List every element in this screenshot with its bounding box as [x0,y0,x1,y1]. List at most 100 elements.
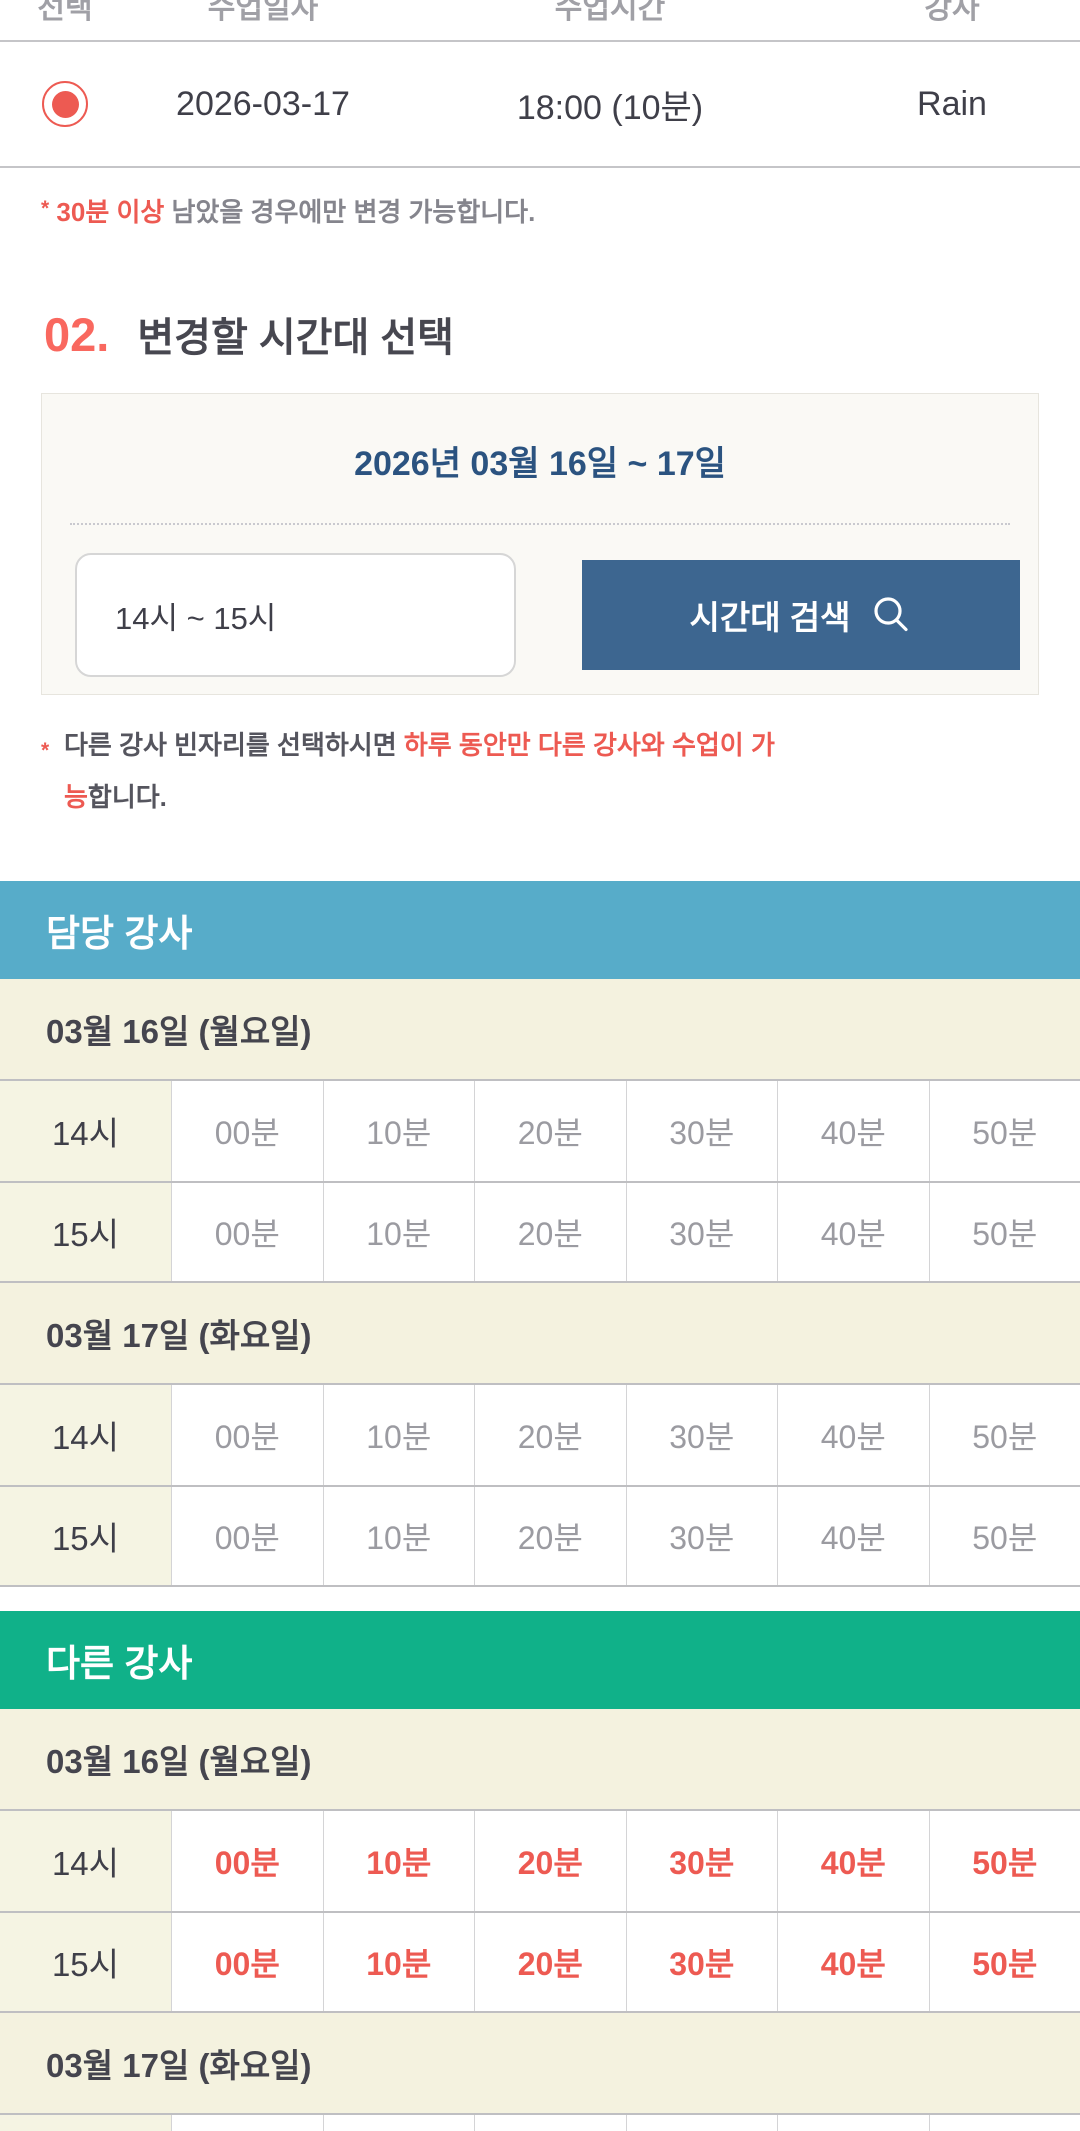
instructor-section: 다른 강사 03월 16일 (월요일) 14시 00분 10분 20분 30분 40분 50분 1… [0,1611,1080,2131]
minute-slot: 50분 [929,1183,1080,1281]
col-header-instructor: 강사 [924,0,980,25]
note2-line2: 능합니다. [64,771,1080,823]
hour-label: 15시 [0,1487,172,1585]
minute-slot[interactable]: 20분 [475,2115,627,2131]
note-other-instructor: * 다른 강사 빈자리를 선택하시면 하루 동안만 다른 강사와 수업이 가 능… [0,719,1080,823]
schedule-sections: 담당 강사 03월 16일 (월요일) 14시 00분 10분 20분 30분 40분 50분 1… [0,881,1080,2131]
timeslot-search-button[interactable]: 시간대 검색 [582,560,1020,670]
magnifier-icon [874,597,909,632]
minute-slot: 10분 [323,1081,475,1181]
timeslot-search-panel: 2026년 03월 16일 ~ 17일 14시 ~ 15시 시간대 검색 [41,393,1039,695]
minute-slot: 30분 [626,1081,778,1181]
note2-line1: 다른 강사 빈자리를 선택하시면 하루 동안만 다른 강사와 수업이 가 [64,719,1080,771]
minute-slot: 40분 [778,1487,930,1585]
instructor-section: 담당 강사 03월 16일 (월요일) 14시 00분 10분 20분 30분 40분 50분 1… [0,881,1080,1587]
minute-slot[interactable]: 00분 [172,2115,324,2131]
day-label: 03월 16일 (월요일) [0,1709,1080,1809]
history-table-header: 선택 수업일자 수업시간 강사 [0,0,1080,42]
minute-slot[interactable]: 10분 [323,1913,475,2011]
asterisk-icon: * [41,197,50,220]
minute-slot: 40분 [778,1183,930,1281]
minute-slot: 10분 [323,1385,475,1485]
lesson-time: 18:00 (10분) [516,88,704,127]
minute-slot[interactable]: 10분 [323,2115,475,2131]
col-header-time: 수업시간 [554,0,666,25]
lesson-radio-selected[interactable] [42,81,88,127]
minute-slot[interactable]: 20분 [475,1913,627,2011]
note2-line2-red: 능 [64,782,88,812]
hour-label: 14시 [0,1081,172,1181]
hour-label: 14시 [0,1385,172,1485]
minute-slot: 00분 [172,1487,324,1585]
minute-slot: 20분 [475,1183,627,1281]
selected-lesson-row: 2026-03-17 18:00 (10분) Rain [0,42,1080,168]
slot-table: 14시00분10분20분30분40분50분15시00분10분20분30분40분5… [0,2113,1080,2131]
minute-slot[interactable]: 50분 [929,2115,1080,2131]
note-change-limit: * 30분 이상 남았을 경우에만 변경 가능합니다. [41,192,1080,229]
step-heading: 02. 변경할 시간대 선택 [44,305,1080,363]
note2-line1-red: 하루 동안만 다른 강사와 수업이 가 [403,730,775,760]
col-header-select: 선택 [37,0,93,25]
step-number: 02. [44,308,110,361]
step-title: 변경할 시간대 선택 [137,316,454,360]
minute-slot: 10분 [323,1183,475,1281]
note1-highlight: 30분 이상 [49,197,165,227]
search-button-label: 시간대 검색 [689,599,851,636]
minute-slot: 10분 [323,1487,475,1585]
minute-slot[interactable]: 50분 [929,1811,1080,1911]
section-header: 다른 강사 [0,1611,1080,1709]
col-header-date: 수업일자 [207,0,319,25]
slot-row: 15시 00분 10분 20분 30분 40분 50분 [0,1181,1080,1281]
hour-label: 14시 [0,1811,172,1911]
minute-slot: 00분 [172,1081,324,1181]
minute-slot: 50분 [929,1385,1080,1485]
asterisk-icon: * [41,739,50,762]
minute-slot: 20분 [475,1385,627,1485]
minute-slot[interactable]: 30분 [626,2115,778,2131]
minute-slot: 30분 [626,1385,778,1485]
slot-row: 15시 00분 10분 20분 30분 40분 50분 [0,1485,1080,1585]
note2-line2-dark: 합니다. [87,782,167,812]
minute-slot[interactable]: 30분 [626,1811,778,1911]
minute-slot: 20분 [475,1487,627,1585]
minute-slot: 40분 [778,1385,930,1485]
minute-slot: 30분 [626,1487,778,1585]
minute-slot[interactable]: 20분 [475,1811,627,1911]
minute-slot[interactable]: 00분 [172,1811,324,1911]
note2-line1-dark: 다른 강사 빈자리를 선택하시면 [64,730,404,760]
minute-slot[interactable]: 40분 [778,1811,930,1911]
day-label: 03월 16일 (월요일) [0,979,1080,1079]
day-label: 03월 17일 (화요일) [0,1283,1080,1383]
minute-slot[interactable]: 30분 [626,1913,778,2011]
hour-label: 14시 [0,2115,172,2131]
slot-row: 15시 00분 10분 20분 30분 40분 50분 [0,1911,1080,2011]
hour-label: 15시 [0,1913,172,2011]
minute-slot[interactable]: 50분 [929,1913,1080,2011]
time-range-select[interactable]: 14시 ~ 15시 [75,553,516,677]
minute-slot: 50분 [929,1081,1080,1181]
minute-slot[interactable]: 40분 [778,1913,930,2011]
minute-slot: 50분 [929,1487,1080,1585]
lesson-instructor: Rain [917,84,987,123]
minute-slot: 00분 [172,1183,324,1281]
minute-slot: 40분 [778,1081,930,1181]
minute-slot[interactable]: 10분 [323,1811,475,1911]
day-label: 03월 17일 (화요일) [0,2013,1080,2113]
note1-rest: 남았을 경우에만 변경 가능합니다. [164,197,536,227]
radio-dot-icon [51,90,79,118]
minute-slot[interactable]: 00분 [172,1913,324,2011]
minute-slot[interactable]: 40분 [778,2115,930,2131]
lesson-date: 2026-03-17 [176,84,350,123]
date-range-title: 2026년 03월 16일 ~ 17일 [354,445,726,483]
minute-slot: 00분 [172,1385,324,1485]
minute-slot: 20분 [475,1081,627,1181]
dotted-divider [70,523,1010,525]
hour-label: 15시 [0,1183,172,1281]
